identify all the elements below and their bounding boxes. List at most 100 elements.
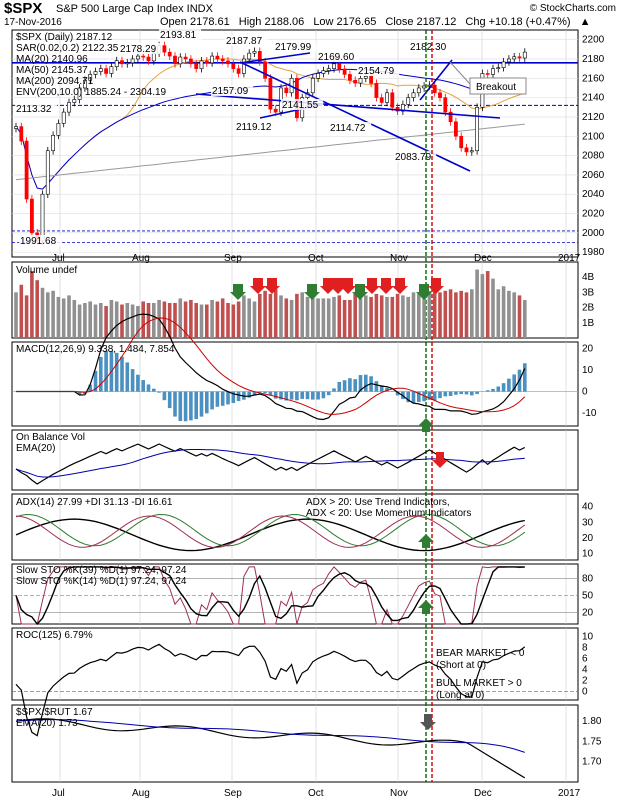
- candle-body: [183, 56, 188, 60]
- x-tick-label: Oct: [308, 253, 324, 264]
- volume-bar: [364, 295, 368, 338]
- volume-bar: [40, 287, 45, 338]
- macd-histogram-bar: [305, 391, 310, 400]
- macd-histogram-bar: [173, 391, 177, 417]
- price-tick-label: 2160: [582, 73, 605, 84]
- chart-symbol: $SPX: [4, 0, 43, 17]
- candle-body: [189, 58, 193, 65]
- volume-bar: [72, 299, 77, 338]
- panel-frame-6: [11, 627, 579, 701]
- macd-histogram-bar: [157, 391, 161, 393]
- roc-tick-label: 2: [582, 676, 588, 687]
- volume-bar: [353, 293, 357, 338]
- volume-signal-arrow-icon: [304, 284, 320, 300]
- panel-frame-3: [11, 429, 579, 491]
- ratio-tick-label: 1.80: [582, 716, 602, 727]
- macd-histogram-bar: [406, 391, 410, 403]
- candle-body: [204, 60, 209, 64]
- volume-bar: [93, 304, 98, 338]
- price-legend-entry: SAR(0.02,0.2) 2122.35: [16, 43, 119, 54]
- candle-body: [263, 61, 268, 79]
- candle-body: [51, 134, 56, 152]
- volume-bar: [252, 301, 257, 338]
- roc-tick-label: 8: [582, 642, 588, 653]
- price-annotation: 2178.29: [120, 44, 157, 55]
- volume-bar: [422, 292, 426, 338]
- volume-tick-label: 1B: [582, 318, 595, 329]
- price-tick-label: 2100: [582, 131, 605, 142]
- candle-body: [247, 52, 252, 60]
- macd-histogram-bar: [199, 391, 204, 417]
- volume-bar: [162, 301, 167, 338]
- volume-bar: [369, 296, 373, 338]
- price-annotation-bg: [235, 121, 278, 132]
- price-annotation: 2154.79: [358, 66, 395, 77]
- volume-bar: [485, 271, 490, 338]
- macd-histogram-bar: [263, 391, 267, 394]
- macd-histogram-bar: [273, 391, 278, 399]
- macd-histogram-bar: [459, 391, 463, 395]
- macd-histogram-bar: [438, 391, 442, 399]
- candle-body: [45, 150, 50, 195]
- volume-bar: [279, 295, 283, 338]
- price-tick-label: 2000: [582, 228, 605, 239]
- macd-bull-arrow-icon: [418, 418, 434, 432]
- macd-histogram-bar: [523, 363, 527, 392]
- macd-tick-label: 20: [582, 343, 594, 354]
- macd-histogram-bar: [226, 391, 230, 405]
- volume-bar: [83, 303, 87, 338]
- price-tick-label: 2080: [582, 151, 605, 162]
- volume-signal-arrow-icon: [264, 278, 280, 294]
- macd-histogram-bar: [125, 362, 130, 392]
- volume-bar: [427, 290, 432, 338]
- volume-bar: [496, 289, 501, 338]
- candle-body: [194, 63, 199, 69]
- x-tick-label-bottom: Nov: [390, 788, 408, 799]
- volume-bar: [152, 303, 156, 338]
- macd-histogram-bar: [348, 378, 352, 392]
- candle-body: [220, 58, 225, 62]
- macd-histogram-bar: [364, 374, 368, 392]
- volume-bar: [61, 298, 66, 338]
- candle-body: [464, 147, 469, 153]
- macd-histogram-bar: [252, 391, 257, 395]
- volume-bar: [379, 295, 384, 338]
- price-tick-label: 2180: [582, 54, 605, 65]
- volume-bar: [448, 289, 453, 338]
- macd-histogram-bar: [236, 391, 241, 402]
- plus-di-line: [15, 513, 526, 547]
- candle-body: [125, 62, 130, 65]
- volume-bar: [411, 292, 416, 338]
- volume-bar: [273, 289, 278, 338]
- price-annotation-bg: [119, 43, 162, 54]
- price-tick-label: 1980: [582, 247, 605, 258]
- price-annotation: 2114.72: [330, 123, 366, 134]
- roc-tick-label: 4: [582, 665, 588, 676]
- macd-histogram-bar: [496, 386, 501, 392]
- volume-bar: [395, 293, 400, 338]
- candle-body: [379, 97, 384, 103]
- roc-tick-label: 6: [582, 653, 588, 664]
- price-annotation-bg: [394, 151, 437, 162]
- volume-signal-arrow-icon: [392, 278, 408, 294]
- x-tick-label: Sep: [224, 253, 242, 264]
- price-annotation: 2179.99: [275, 42, 312, 53]
- price-annotation: 2141.55: [282, 100, 319, 111]
- candle-body: [167, 51, 172, 57]
- volume-bar: [289, 299, 294, 338]
- x-tick-label: Aug: [132, 253, 150, 264]
- volume-signal-arrow-icon: [364, 278, 380, 294]
- volume-bar: [401, 295, 405, 338]
- candle-body: [114, 60, 119, 68]
- x-tick-label-bottom: Aug: [132, 788, 150, 799]
- volume-bar: [14, 292, 18, 338]
- volume-bar: [178, 298, 183, 338]
- price-annotation: 2182.30: [410, 42, 447, 53]
- candle-body: [104, 68, 109, 74]
- candle-body: [173, 55, 177, 65]
- candle-body: [374, 83, 379, 98]
- candle-body: [400, 104, 405, 112]
- sto-legend-entry: Slow STO %K(14) %D(1) 97.24, 97.24: [16, 576, 187, 587]
- macd-histogram-bar: [146, 384, 151, 392]
- candle-body: [475, 106, 480, 152]
